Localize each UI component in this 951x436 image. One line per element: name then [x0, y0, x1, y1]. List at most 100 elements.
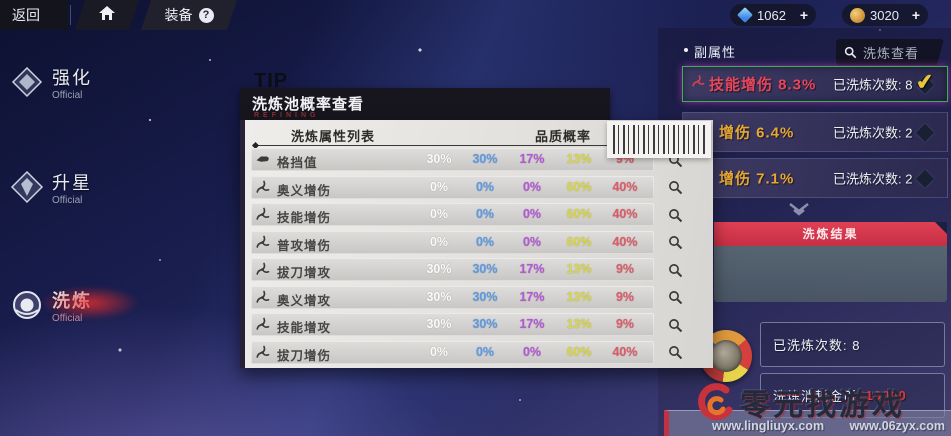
inspect-attribute-button[interactable] [662, 260, 688, 280]
sub-attribute-row[interactable]: 增伤 7.1% 已洗炼次数: 2 ◆ [682, 158, 948, 198]
sub-attribute-row[interactable]: 增伤 6.4% 已洗炼次数: 2 ◆ [682, 112, 948, 152]
probability-row: 技能增攻 30% 30% 17% 13% 9% [245, 313, 718, 336]
row-background [251, 148, 654, 171]
probability-row: 格挡值 30% 30% 17% 13% 9% [245, 148, 718, 171]
watermark-logo-icon [698, 383, 733, 421]
sub-attribute-label: 技能增伤 8.3% [709, 76, 817, 94]
quality-probability-value: 0% [475, 179, 495, 194]
equipment-tab-label: 装备 [164, 7, 193, 23]
quality-probability-value: 9% [615, 289, 635, 304]
modal-title-bar: 洗炼池概率查看 REFINING [240, 88, 610, 121]
quality-probability-value: 0% [429, 179, 449, 194]
quality-probability-value: 30% [426, 289, 452, 304]
quality-probability-value: 0% [429, 234, 449, 249]
inspect-attribute-button[interactable] [662, 205, 688, 225]
refine-probability-view-button[interactable]: 洗炼查看 [836, 39, 944, 65]
sidebar-label-starup: 升星 [52, 172, 92, 193]
spiral-icon [255, 180, 270, 195]
currency-crystal[interactable]: 1062 + [730, 4, 816, 26]
spiral-icon [255, 207, 270, 222]
quality-probability-value: 17% [519, 152, 545, 166]
header-divider [255, 145, 655, 146]
attribute-name: 技能增攻 [277, 321, 332, 335]
sidebar-item-starup[interactable]: 升星 Official [10, 160, 130, 214]
probability-table: 洗炼属性列表 品质概率 格挡值 30% 30% 17% 13% 9% 奥义增伤 0% 0% 0% 6… [240, 120, 713, 368]
chevron-down-icon[interactable] [786, 202, 812, 218]
add-gold-button[interactable]: + [911, 7, 920, 23]
inspect-attribute-button[interactable] [662, 343, 688, 363]
quality-probability-value: 0% [522, 207, 542, 221]
spiral-icon [691, 75, 705, 94]
inspect-attribute-button[interactable] [662, 178, 688, 198]
probability-row: 拔刀增伤 0% 0% 0% 60% 40% [245, 340, 718, 364]
row-background [251, 285, 654, 309]
watermark-urls: www.lingliuyx.com www.06zyx.com [712, 419, 945, 433]
quality-probability-value: 0% [429, 207, 449, 221]
crystal-amount: 1062 [757, 7, 786, 23]
watermark-logo-text: 零元找游戏 [740, 389, 905, 422]
inspect-attribute-button[interactable] [662, 288, 688, 308]
row-background [251, 175, 654, 199]
quality-probability-value: 40% [612, 344, 638, 359]
inspect-attribute-button[interactable] [662, 233, 688, 253]
lock-diamond-icon[interactable]: ◆ [915, 118, 935, 145]
sidebar-item-refine[interactable]: 洗炼 Official [10, 278, 140, 332]
attribute-name: 技能增伤 [277, 211, 332, 225]
quality-probability-value: 30% [472, 262, 498, 276]
tab-equipment[interactable]: 装备 ? [141, 0, 237, 30]
add-crystal-button[interactable]: + [799, 7, 808, 23]
quality-probability-value: 30% [472, 317, 498, 331]
sidebar-item-enhance[interactable]: 强化 Official [10, 55, 130, 109]
enhance-icon [10, 65, 44, 99]
row-background [251, 258, 654, 281]
attribute-name: 格挡值 [277, 156, 318, 170]
sidebar-label-enhance: 强化 [52, 67, 92, 88]
quality-probability-value: 40% [612, 207, 638, 221]
home-button[interactable] [75, 0, 139, 30]
crystal-icon [737, 7, 753, 23]
spiral-icon [255, 345, 270, 360]
refined-count-box: 已洗炼次数: 8 [760, 322, 945, 367]
refine-result-button[interactable]: 洗炼结果 [714, 222, 947, 246]
probability-row: 拔刀增攻 30% 30% 17% 13% 9% [245, 258, 718, 281]
quality-probability-value: 9% [615, 262, 635, 276]
row-background [251, 340, 654, 364]
sidebar-sublabel: Official [52, 194, 83, 206]
currency-gold[interactable]: 3020 + [842, 4, 928, 26]
fist-icon [255, 152, 270, 167]
sub-attributes-title: 副属性 [683, 42, 736, 61]
quality-probability-value: 30% [472, 289, 498, 304]
quality-probability-value: 0% [475, 207, 495, 221]
row-background [251, 230, 654, 254]
gold-amount: 3020 [870, 7, 899, 23]
spiral-icon [255, 290, 270, 305]
quality-probability-value: 17% [519, 289, 545, 304]
lock-diamond-icon[interactable]: ◆ [915, 164, 935, 191]
quality-probability-value: 13% [566, 289, 592, 304]
sub-attribute-label: 增伤 6.4% [719, 124, 795, 142]
probability-row: 技能增伤 0% 0% 0% 60% 40% [245, 203, 718, 226]
attribute-name: 拔刀增攻 [277, 266, 332, 280]
inspect-attribute-button[interactable] [662, 315, 688, 335]
watermark-url-1: www.lingliuyx.com [712, 419, 825, 433]
active-glow [40, 286, 140, 320]
refine-cost-value: 10000 [865, 388, 907, 403]
quality-probability-value: 0% [475, 234, 495, 249]
probability-row: 奥义增攻 30% 30% 17% 13% 9% [245, 285, 718, 309]
sub-attribute-row[interactable]: 技能增伤 8.3% 已洗炼次数: 8 ◆ ✔ [682, 66, 948, 102]
quality-probability-value: 17% [519, 262, 545, 276]
attribute-name: 拔刀增伤 [277, 348, 332, 363]
checkmark-icon[interactable]: ◆ ✔ [914, 70, 935, 97]
refine-count-label: 已洗炼次数: 2 [833, 171, 913, 187]
refined-count-label: 已洗炼次数: 8 [773, 338, 861, 353]
quality-probability-value: 17% [519, 317, 545, 331]
help-icon[interactable]: ? [199, 8, 214, 23]
quality-probability-value: 30% [426, 262, 452, 276]
quality-probability-value: 0% [522, 234, 542, 249]
probability-row: 奥义增伤 0% 0% 0% 60% 40% [245, 175, 718, 199]
quality-probability-value: 30% [426, 152, 452, 166]
quality-probability-value: 60% [566, 179, 592, 194]
refine-pool-probability-modal: 洗炼池概率查看 REFINING 洗炼属性列表 品质概率 格挡值 30% 30% 17… [240, 72, 713, 368]
refine-view-label: 洗炼查看 [863, 45, 920, 61]
back-button[interactable]: 返回 [0, 0, 68, 30]
